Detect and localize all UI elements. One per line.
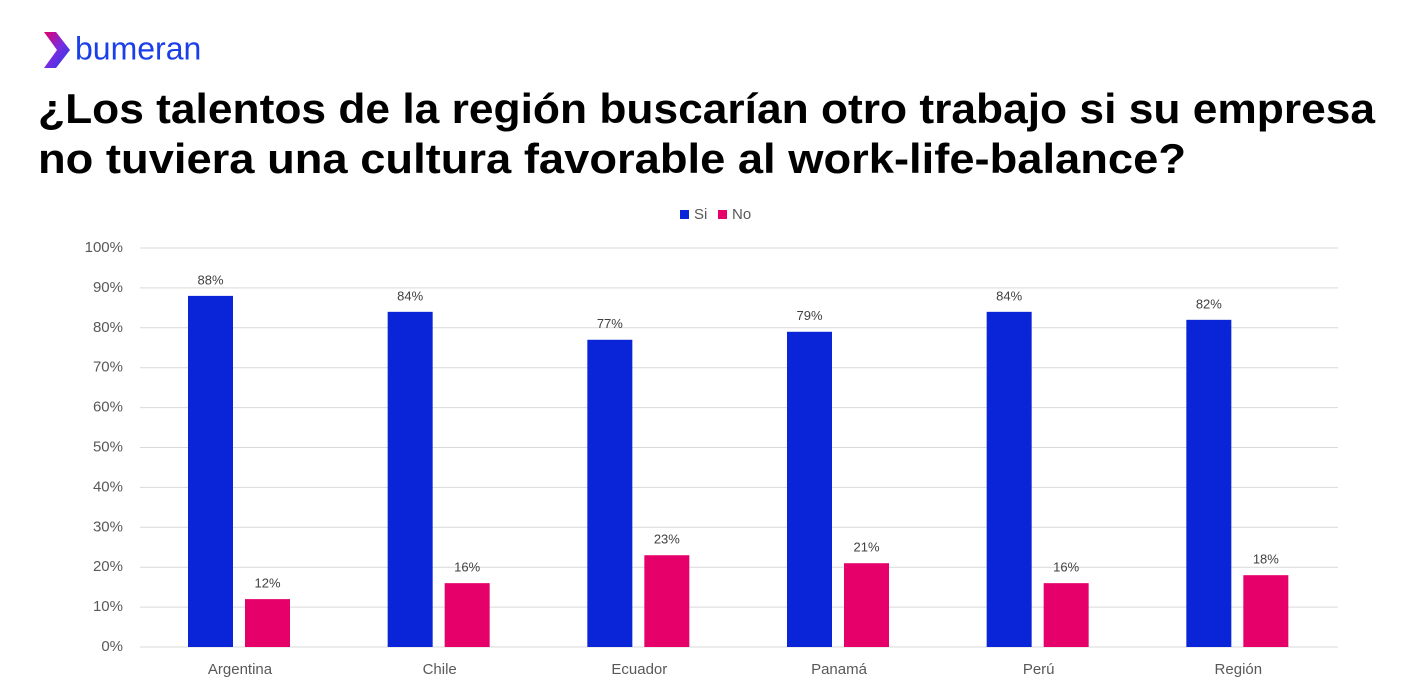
bar	[245, 599, 290, 647]
x-tick-label: Perú	[1023, 661, 1055, 678]
bar	[1243, 575, 1289, 647]
y-tick-label: 60%	[93, 399, 123, 416]
legend-swatch	[680, 210, 689, 219]
bar	[587, 339, 633, 647]
value-label: 82%	[1196, 296, 1222, 311]
logo-icon	[44, 32, 70, 68]
y-tick-label: 70%	[93, 359, 123, 376]
y-tick-label: 90%	[93, 279, 123, 296]
y-tick-label: 20%	[93, 558, 123, 575]
y-tick-label: 80%	[93, 319, 123, 336]
value-label: 21%	[853, 540, 879, 555]
x-tick-label: Región	[1215, 661, 1263, 678]
value-label: 77%	[597, 316, 623, 331]
value-label: 79%	[796, 308, 822, 323]
legend-label: No	[732, 206, 751, 223]
value-label: 16%	[1053, 560, 1079, 575]
brand: bumeran	[75, 30, 201, 66]
x-tick-label: Argentina	[208, 661, 273, 678]
y-tick-label: 50%	[93, 438, 123, 455]
bar	[644, 555, 690, 647]
y-tick-label: 10%	[93, 598, 123, 615]
y-tick-label: 40%	[93, 478, 123, 495]
value-label: 12%	[254, 576, 280, 591]
x-tick-label: Ecuador	[611, 661, 667, 678]
x-tick-label: Chile	[423, 661, 457, 678]
value-label: 23%	[654, 532, 680, 547]
y-tick-label: 0%	[101, 638, 123, 655]
value-label: 84%	[996, 288, 1022, 303]
x-tick-label: Panamá	[811, 661, 868, 678]
bar	[787, 331, 832, 647]
legend-label: Si	[694, 206, 707, 223]
chart-title: no tuviera una cultura favorable al work…	[38, 135, 1186, 182]
value-label: 84%	[397, 288, 423, 303]
bar	[444, 583, 490, 647]
bar	[844, 563, 889, 647]
y-tick-label: 30%	[93, 518, 123, 535]
value-label: 18%	[1253, 552, 1279, 567]
bar	[1043, 583, 1089, 647]
bar	[188, 295, 233, 647]
legend-swatch	[718, 210, 727, 219]
value-label: 88%	[197, 272, 223, 287]
chart-title: ¿Los talentos de la región buscarían otr…	[38, 85, 1376, 132]
value-label: 16%	[454, 560, 480, 575]
bar	[1186, 319, 1232, 647]
y-tick-label: 100%	[85, 239, 123, 256]
bar	[986, 311, 1032, 647]
bar	[387, 311, 433, 647]
